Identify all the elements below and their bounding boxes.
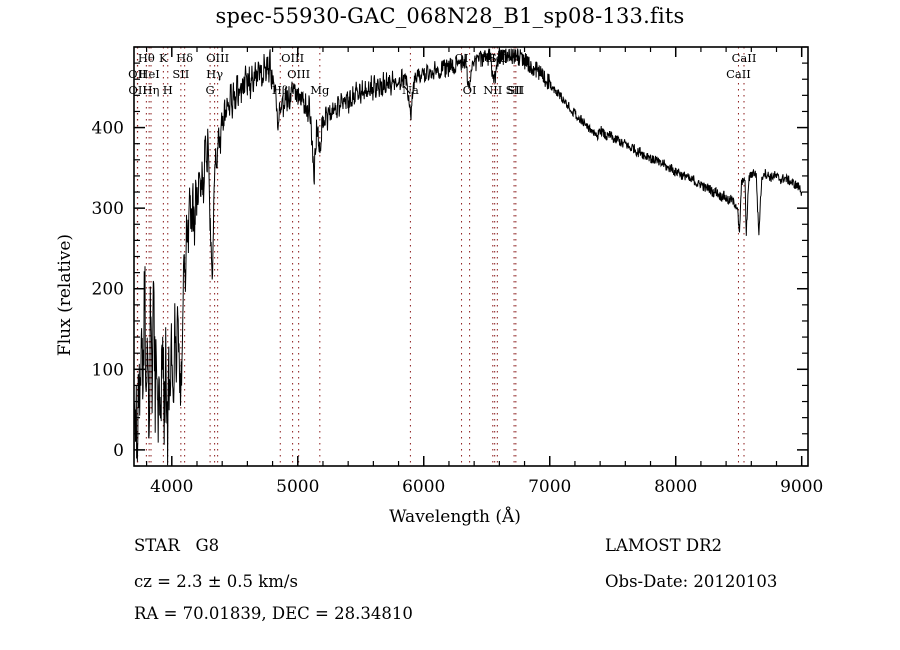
- svg-text:OI: OI: [463, 83, 477, 97]
- svg-text:OII: OII: [128, 67, 147, 81]
- axis-frame: [133, 46, 809, 467]
- object-type: STAR: [134, 536, 180, 555]
- spectral-class: G8: [195, 536, 220, 555]
- svg-text:Mg: Mg: [310, 83, 330, 97]
- y-tick-labels: 0 100 200 300 400: [92, 119, 124, 461]
- svg-text:SII: SII: [506, 83, 523, 97]
- svg-text:OIII: OIII: [281, 51, 304, 65]
- y-axis-label: Flux (relative): [55, 234, 75, 356]
- svg-text:4000: 4000: [150, 477, 193, 497]
- svg-text:G: G: [205, 83, 214, 97]
- svg-text:Hβ: Hβ: [272, 83, 289, 97]
- svg-text:200: 200: [92, 280, 124, 300]
- page-title: spec-55930-GAC_068N28_B1_sp08-133.fits: [215, 4, 685, 28]
- svg-text:Hθ: Hθ: [138, 51, 155, 65]
- svg-text:HeI: HeI: [138, 67, 159, 81]
- svg-text:0: 0: [113, 441, 124, 461]
- svg-text:9000: 9000: [780, 477, 823, 497]
- svg-text:7000: 7000: [528, 477, 571, 497]
- spectrum-trace: [134, 48, 803, 466]
- svg-text:Hα: Hα: [486, 51, 504, 65]
- svg-text:Hγ: Hγ: [206, 67, 223, 81]
- svg-text:K: K: [159, 51, 168, 65]
- svg-text:OIII: OIII: [206, 51, 229, 65]
- obs-date: Obs-Date: 20120103: [605, 572, 778, 591]
- cz-value: cz = 2.3 ± 0.5 km/s: [134, 572, 298, 591]
- object-type-line: STAR G8: [134, 536, 219, 555]
- svg-text:6000: 6000: [402, 477, 445, 497]
- svg-text:SII: SII: [489, 51, 506, 65]
- svg-text:NII: NII: [483, 83, 502, 97]
- svg-text:300: 300: [92, 199, 124, 219]
- coordinates: RA = 70.01839, DEC = 28.34810: [134, 604, 413, 623]
- svg-text:Hη: Hη: [143, 83, 160, 97]
- svg-text:CaII: CaII: [732, 51, 757, 65]
- svg-text:CaII: CaII: [726, 67, 751, 81]
- svg-text:OII: OII: [128, 83, 147, 97]
- svg-text:Na: Na: [402, 83, 419, 97]
- svg-text:SII: SII: [172, 67, 189, 81]
- svg-text:SII: SII: [507, 83, 524, 97]
- svg-text:5000: 5000: [276, 477, 319, 497]
- x-axis-label: Wavelength (Å): [389, 506, 521, 527]
- x-tick-labels: 4000 5000 6000 7000 8000 9000: [150, 477, 823, 497]
- survey-name: LAMOST DR2: [605, 536, 722, 555]
- svg-text:400: 400: [92, 119, 124, 139]
- svg-text:100: 100: [92, 360, 124, 380]
- svg-text:Hδ: Hδ: [176, 51, 193, 65]
- svg-text:OI: OI: [455, 51, 469, 65]
- svg-text:H: H: [163, 83, 173, 97]
- svg-text:8000: 8000: [654, 477, 697, 497]
- svg-text:OIII: OIII: [287, 67, 310, 81]
